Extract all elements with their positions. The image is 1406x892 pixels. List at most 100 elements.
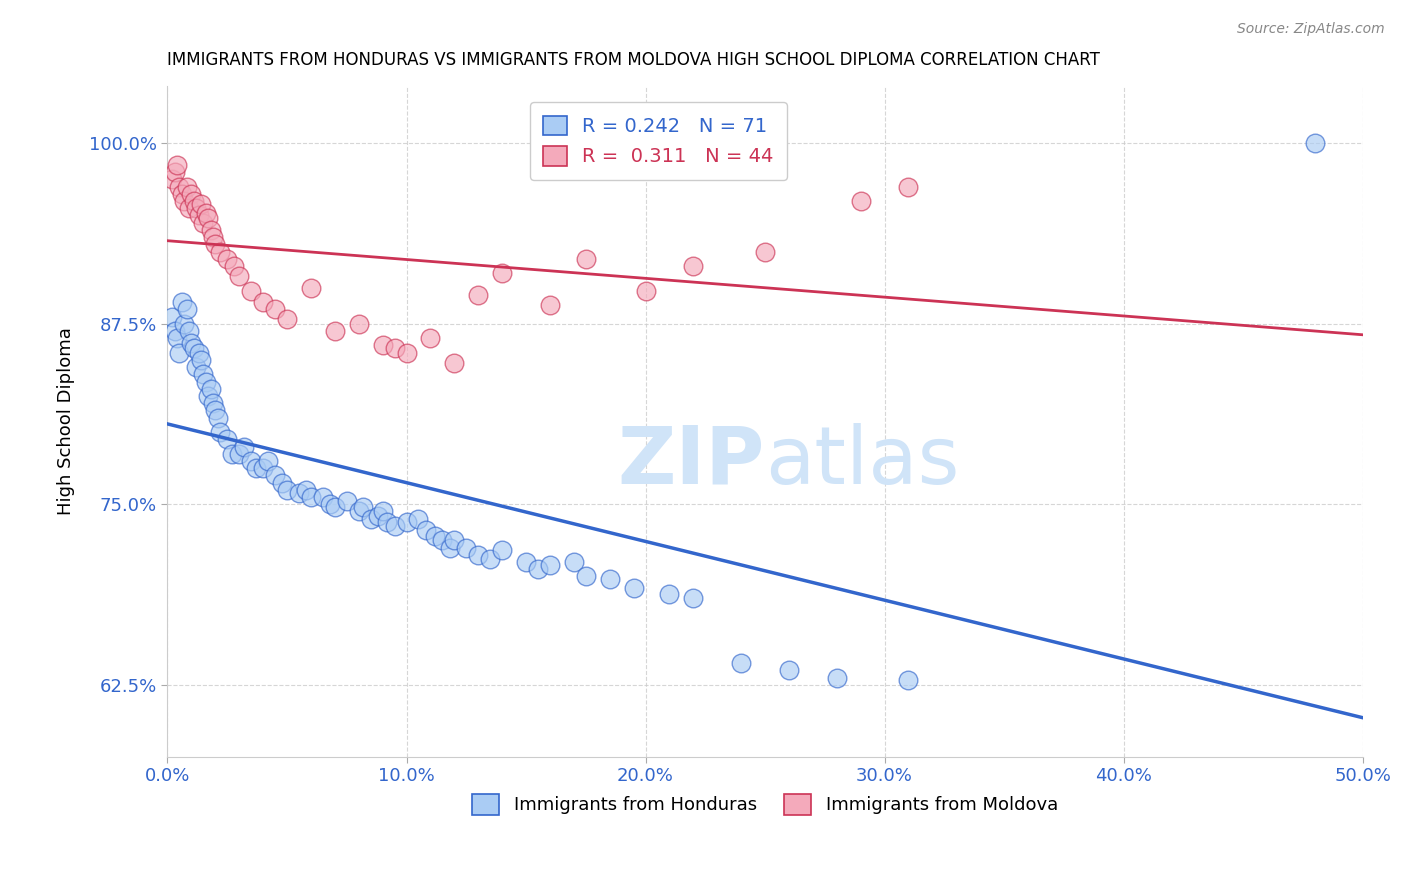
Point xyxy=(467,548,489,562)
Point xyxy=(228,447,250,461)
Point xyxy=(166,158,188,172)
Point xyxy=(190,197,212,211)
Point xyxy=(347,317,370,331)
Point xyxy=(443,533,465,548)
Point xyxy=(778,663,800,677)
Point xyxy=(169,345,191,359)
Point xyxy=(623,581,645,595)
Point xyxy=(754,244,776,259)
Point xyxy=(1303,136,1326,151)
Point xyxy=(408,512,430,526)
Point xyxy=(197,211,219,226)
Point xyxy=(425,529,447,543)
Point xyxy=(162,310,184,324)
Point xyxy=(187,209,209,223)
Point xyxy=(415,523,437,537)
Point xyxy=(367,508,389,523)
Point xyxy=(207,410,229,425)
Point xyxy=(187,345,209,359)
Point xyxy=(319,497,342,511)
Point xyxy=(897,179,920,194)
Point xyxy=(177,324,200,338)
Point xyxy=(353,500,375,515)
Point xyxy=(194,375,217,389)
Point xyxy=(176,179,198,194)
Point xyxy=(849,194,872,208)
Text: IMMIGRANTS FROM HONDURAS VS IMMIGRANTS FROM MOLDOVA HIGH SCHOOL DIPLOMA CORRELAT: IMMIGRANTS FROM HONDURAS VS IMMIGRANTS F… xyxy=(167,51,1101,69)
Point xyxy=(295,483,318,497)
Point xyxy=(371,338,394,352)
Point xyxy=(180,186,202,201)
Point xyxy=(336,494,359,508)
Point xyxy=(515,555,537,569)
Point xyxy=(163,324,186,338)
Point xyxy=(201,230,224,244)
Point xyxy=(180,335,202,350)
Point xyxy=(439,541,461,555)
Point xyxy=(562,555,585,569)
Point xyxy=(200,223,222,237)
Point xyxy=(395,515,418,529)
Point xyxy=(204,237,226,252)
Point xyxy=(419,331,441,345)
Legend: Immigrants from Honduras, Immigrants from Moldova: Immigrants from Honduras, Immigrants fro… xyxy=(465,787,1064,822)
Point xyxy=(527,562,550,576)
Point xyxy=(170,295,193,310)
Point xyxy=(224,259,246,273)
Text: ZIP: ZIP xyxy=(617,423,765,500)
Point xyxy=(173,194,195,208)
Point xyxy=(825,671,848,685)
Point xyxy=(384,341,406,355)
Point xyxy=(682,591,704,606)
Text: Source: ZipAtlas.com: Source: ZipAtlas.com xyxy=(1237,22,1385,37)
Point xyxy=(288,485,311,500)
Point xyxy=(201,396,224,410)
Point xyxy=(658,587,681,601)
Text: atlas: atlas xyxy=(765,423,959,500)
Point xyxy=(233,440,256,454)
Point xyxy=(360,512,382,526)
Point xyxy=(634,284,657,298)
Point xyxy=(240,454,263,468)
Point xyxy=(730,656,752,670)
Point xyxy=(599,572,621,586)
Point xyxy=(177,201,200,215)
Point xyxy=(323,324,346,338)
Point xyxy=(200,382,222,396)
Point xyxy=(575,569,598,583)
Point xyxy=(197,389,219,403)
Point xyxy=(166,331,188,345)
Point xyxy=(299,490,322,504)
Point xyxy=(491,543,513,558)
Point xyxy=(169,179,191,194)
Point xyxy=(252,295,274,310)
Point xyxy=(221,447,243,461)
Point xyxy=(163,165,186,179)
Point xyxy=(209,244,232,259)
Point xyxy=(186,201,208,215)
Point xyxy=(173,317,195,331)
Point xyxy=(323,500,346,515)
Point xyxy=(371,504,394,518)
Point xyxy=(245,461,267,475)
Point xyxy=(347,504,370,518)
Point xyxy=(271,475,294,490)
Point xyxy=(538,558,561,572)
Point xyxy=(395,345,418,359)
Point xyxy=(384,519,406,533)
Point xyxy=(276,312,298,326)
Point xyxy=(276,483,298,497)
Point xyxy=(432,533,454,548)
Point xyxy=(217,432,239,446)
Point xyxy=(479,552,502,566)
Point xyxy=(575,252,598,266)
Point xyxy=(456,541,478,555)
Point xyxy=(217,252,239,266)
Point xyxy=(538,298,561,312)
Point xyxy=(228,269,250,284)
Point xyxy=(176,302,198,317)
Point xyxy=(193,368,215,382)
Point xyxy=(193,216,215,230)
Point xyxy=(209,425,232,439)
Point xyxy=(190,352,212,367)
